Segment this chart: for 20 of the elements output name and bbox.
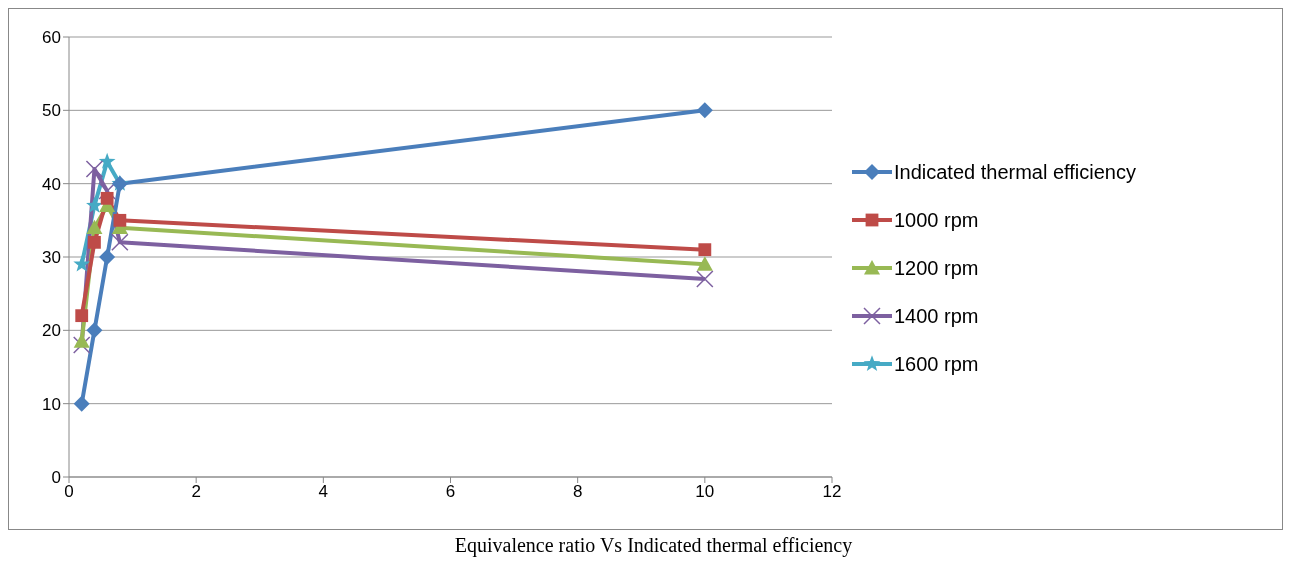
x-tick-label: 12 bbox=[822, 482, 842, 502]
y-tick-label: 10 bbox=[42, 394, 61, 414]
y-tick-label: 0 bbox=[51, 468, 61, 488]
legend-label: 1000 rpm bbox=[894, 208, 979, 232]
x-tick-label: 4 bbox=[318, 482, 329, 502]
x-tick-label: 0 bbox=[64, 482, 74, 502]
y-tick-label: 30 bbox=[42, 248, 61, 268]
x-tick-label: 10 bbox=[695, 482, 715, 502]
legend-label: Indicated thermal efficiency bbox=[894, 160, 1136, 184]
legend-label: 1400 rpm bbox=[894, 304, 979, 328]
x-tick-label: 6 bbox=[445, 482, 456, 502]
legend-label: 1600 rpm bbox=[894, 352, 979, 376]
y-tick-label: 20 bbox=[42, 321, 61, 341]
legend-label: 1200 rpm bbox=[894, 256, 979, 280]
y-tick-label: 60 bbox=[42, 28, 61, 48]
x-tick-label: 8 bbox=[572, 482, 583, 502]
text: Equivalence ratio Vs Indicated thermal efficiency bbox=[453, 534, 854, 557]
y-tick-label: 50 bbox=[42, 101, 61, 121]
x-tick-label: 2 bbox=[191, 482, 201, 502]
y-tick-label: 40 bbox=[42, 174, 61, 194]
